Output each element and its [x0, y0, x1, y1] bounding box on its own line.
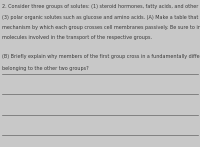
Text: 2. Consider three groups of solutes: (1) steroid hormones, fatty acids, and othe: 2. Consider three groups of solutes: (1)… [2, 4, 200, 9]
Text: mechanism by which each group crosses cell membranes passively. Be sure to inclu: mechanism by which each group crosses ce… [2, 25, 200, 30]
Text: belonging to the other two groups?: belonging to the other two groups? [2, 66, 89, 71]
Text: molecules involved in the transport of the respective groups.: molecules involved in the transport of t… [2, 35, 152, 40]
Text: (B) Briefly explain why members of the first group cross in a fundamentally diff: (B) Briefly explain why members of the f… [2, 54, 200, 59]
Text: (3) polar organic solutes such as glucose and amino acids. (A) Make a table that: (3) polar organic solutes such as glucos… [2, 15, 200, 20]
